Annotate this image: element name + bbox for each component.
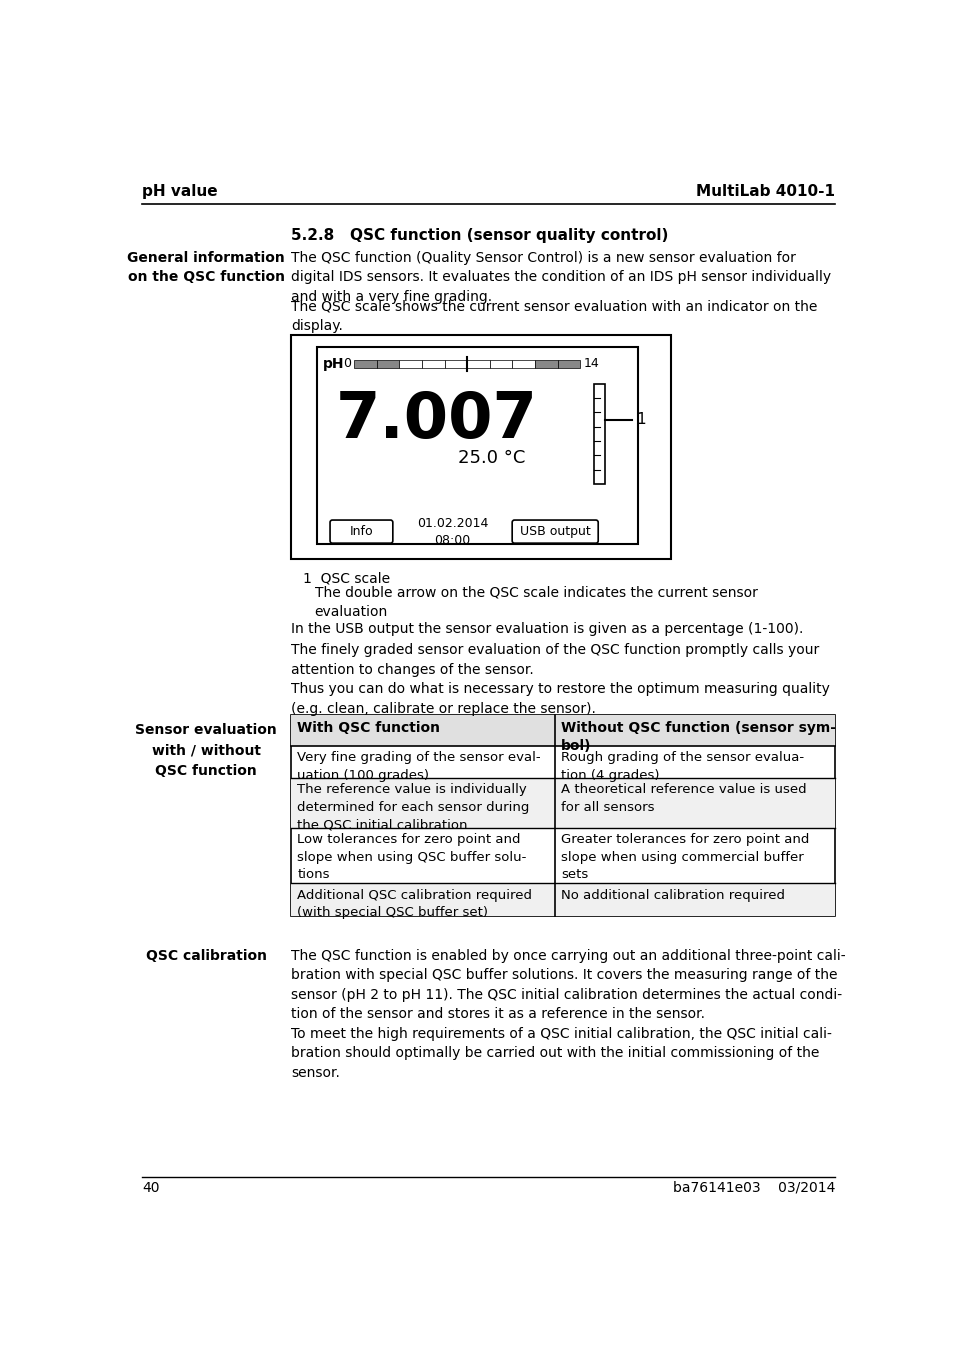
Text: 25.0 °C: 25.0 °C (457, 450, 524, 467)
Text: USB output: USB output (519, 525, 590, 539)
Text: Without QSC function (sensor sym-
bol): Without QSC function (sensor sym- bol) (560, 721, 835, 753)
Text: A theoretical reference value is used
for all sensors: A theoretical reference value is used fo… (560, 783, 806, 814)
Text: Info: Info (349, 525, 373, 539)
Bar (421, 360, 444, 367)
FancyBboxPatch shape (512, 520, 598, 543)
Bar (467, 360, 489, 367)
Bar (376, 360, 399, 367)
Text: 0: 0 (343, 358, 351, 370)
Bar (291, 883, 835, 915)
Text: ba76141e03    03/2014: ba76141e03 03/2014 (672, 1181, 835, 1195)
Bar (489, 360, 512, 367)
Text: 7.007: 7.007 (335, 389, 537, 451)
Text: The QSC scale shows the current sensor evaluation with an indicator on the
displ: The QSC scale shows the current sensor e… (291, 300, 817, 332)
Text: Sensor evaluation
with / without
QSC function: Sensor evaluation with / without QSC fun… (135, 722, 276, 778)
Bar (354, 360, 376, 367)
Text: 01.02.2014
08:00: 01.02.2014 08:00 (416, 517, 488, 547)
FancyBboxPatch shape (330, 520, 393, 543)
Bar (291, 778, 835, 828)
Bar (444, 360, 467, 367)
Bar (316, 347, 638, 544)
Bar (535, 360, 558, 367)
Text: The reference value is individually
determined for each sensor during
the QSC in: The reference value is individually dete… (297, 783, 529, 832)
Text: 14: 14 (583, 358, 598, 370)
Text: With QSC function: With QSC function (297, 721, 440, 734)
Text: Very fine grading of the sensor eval-
uation (100 grades): Very fine grading of the sensor eval- ua… (297, 751, 540, 782)
Text: The double arrow on the QSC scale indicates the current sensor
evaluation: The double arrow on the QSC scale indica… (314, 586, 757, 620)
Text: No additional calibration required: No additional calibration required (560, 888, 784, 902)
Text: The finely graded sensor evaluation of the QSC function promptly calls your
atte: The finely graded sensor evaluation of t… (291, 643, 829, 716)
Text: General information
on the QSC function: General information on the QSC function (127, 251, 285, 284)
Bar (512, 360, 535, 367)
Text: 1  QSC scale: 1 QSC scale (303, 571, 390, 586)
Text: Additional QSC calibration required
(with special QSC buffer set): Additional QSC calibration required (wit… (297, 888, 532, 919)
Text: The QSC function (Quality Sensor Control) is a new sensor evaluation for
digital: The QSC function (Quality Sensor Control… (291, 251, 831, 304)
Bar (594, 383, 604, 483)
Text: Greater tolerances for zero point and
slope when using commercial buffer
sets: Greater tolerances for zero point and sl… (560, 833, 808, 882)
Text: pH value: pH value (142, 184, 218, 198)
Text: The QSC function is enabled by once carrying out an additional three-point cali-: The QSC function is enabled by once carr… (291, 949, 845, 1080)
Bar (291, 716, 835, 915)
Bar (558, 360, 579, 367)
Text: pH: pH (323, 356, 344, 371)
Text: MultiLab 4010-1: MultiLab 4010-1 (696, 184, 835, 198)
Text: Rough grading of the sensor evalua-
tion (4 grades): Rough grading of the sensor evalua- tion… (560, 751, 803, 782)
Text: 40: 40 (142, 1181, 160, 1195)
Text: Low tolerances for zero point and
slope when using QSC buffer solu-
tions: Low tolerances for zero point and slope … (297, 833, 526, 882)
Text: In the USB output the sensor evaluation is given as a percentage (1-100).: In the USB output the sensor evaluation … (291, 622, 802, 636)
Bar (291, 335, 670, 559)
Text: 5.2.8   QSC function (sensor quality control): 5.2.8 QSC function (sensor quality contr… (291, 228, 668, 243)
Text: QSC calibration: QSC calibration (146, 949, 266, 963)
Bar (291, 716, 835, 745)
Bar (399, 360, 421, 367)
Text: 1: 1 (636, 412, 645, 427)
